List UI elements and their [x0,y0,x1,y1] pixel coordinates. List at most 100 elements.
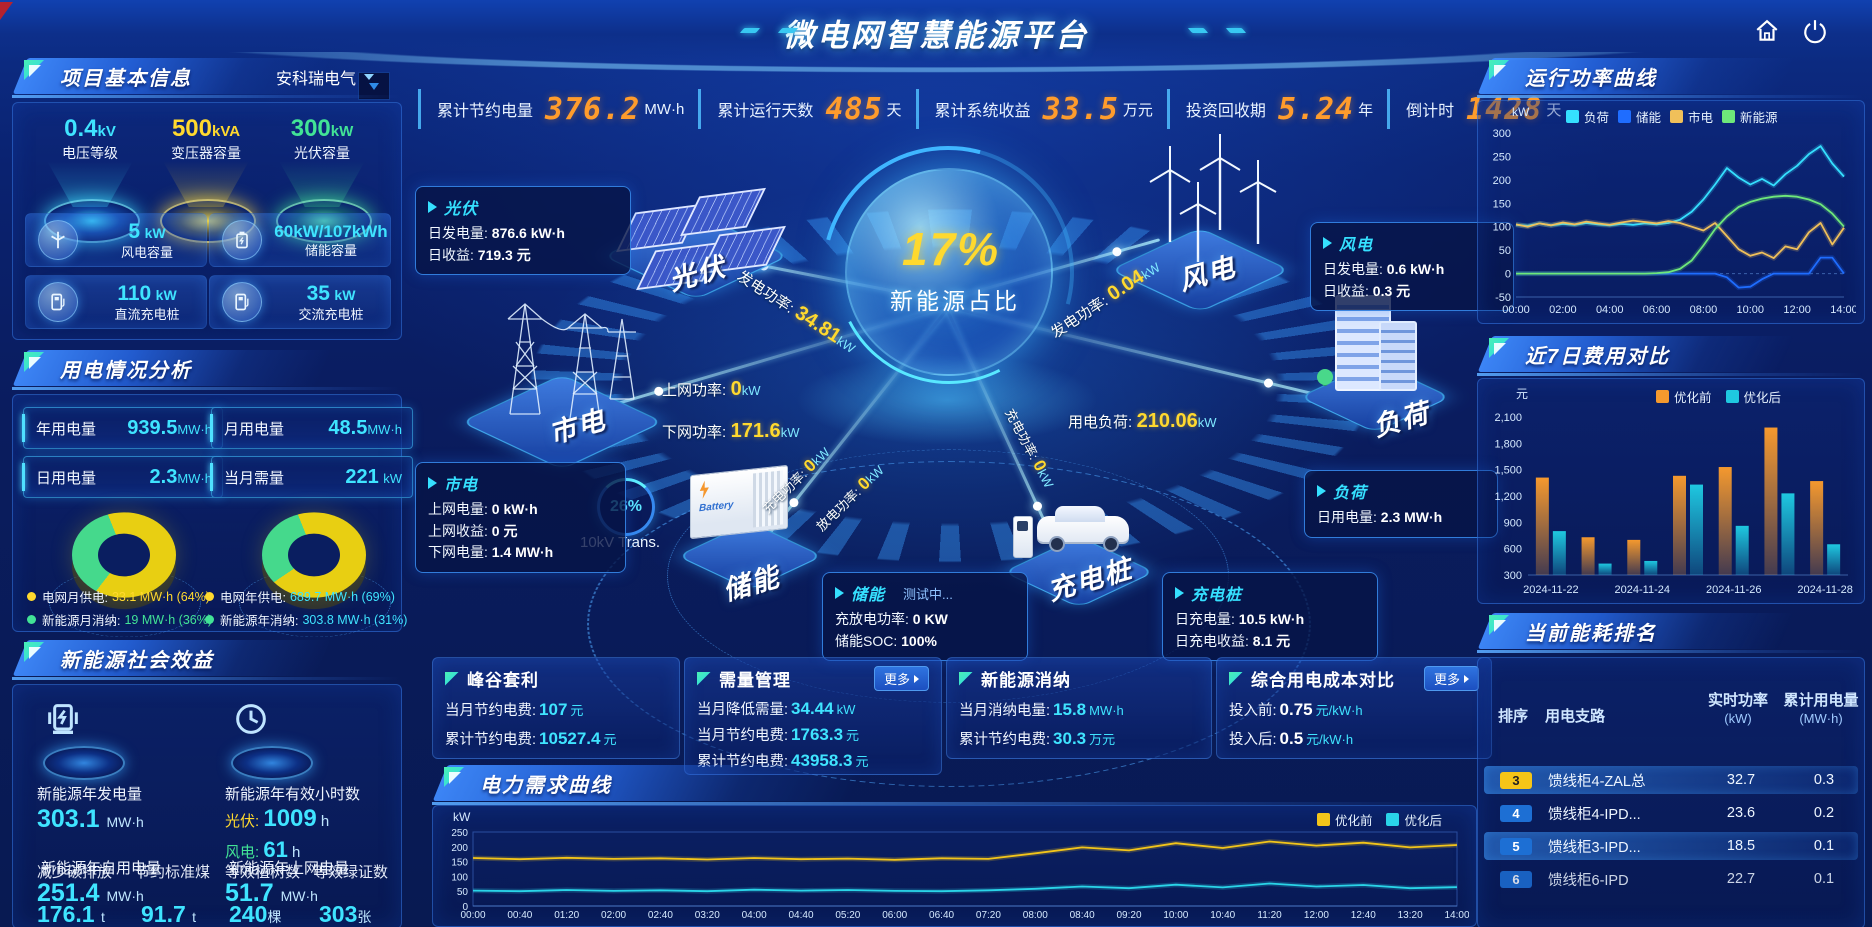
legend-swatch [1618,110,1632,123]
flow-load: 用电负荷: 210.06kW [1068,410,1217,432]
power-panel-header: 运行功率曲线 [1477,56,1863,98]
legend-swatch [1670,110,1684,123]
legend-new-month: 新能源月消纳: 19 MW·h (36%) [27,610,212,629]
pv-capacity-value: 300kW [290,115,354,142]
total-energy: 0.2 [1813,805,1835,821]
power-button[interactable] [1796,12,1834,50]
dc-charger-tile: 110 kW 直流充电桩 [25,275,207,329]
consumption-card: 新能源消纳 当月消纳电量: 15.8 MW·h 累计节约电费: 30.3 万元 [946,657,1212,759]
table-row[interactable]: 6 馈线柜6-IPD 22.7 0.1 [1484,865,1858,893]
panel-title: 新能源社会效益 [60,650,214,672]
svg-text:1,500: 1,500 [1494,465,1522,477]
svg-text:600: 600 [1504,544,1522,556]
col-header-energy: 累计用电量 (MW·h) [1783,692,1859,726]
legend-item: 储能 [1618,107,1661,126]
chevron-right-icon [428,477,437,489]
svg-text:05:20: 05:20 [835,910,860,921]
cost-panel-header: 近7日费用对比 [1477,334,1863,376]
home-button[interactable] [1748,12,1786,50]
svg-text:0: 0 [1505,269,1511,281]
svg-text:11:20: 11:20 [1257,910,1282,921]
svg-text:08:40: 08:40 [1070,910,1095,921]
voltage-level-label: 电压等级 [62,145,118,161]
testing-badge: 测试中... [903,586,953,602]
table-row[interactable]: 4 馈线柜4-IPD... 23.6 0.2 [1484,799,1858,827]
svg-text:10:00: 10:00 [1737,304,1765,316]
company-select-value: 安科瑞电气 [275,71,356,88]
svg-text:12:40: 12:40 [1351,910,1376,921]
svg-text:10:40: 10:40 [1210,910,1235,921]
day-usage-box: 日用电量 2.3MW·h [22,456,223,498]
storage-capacity-tile: 60kW/107kWh 储能容量 [209,213,391,267]
pedestal-disc-blue [231,746,313,780]
self-use-label: 新能源年自用电量 [41,860,162,877]
energy-sphere [845,168,1053,376]
svg-text:02:00: 02:00 [1549,304,1577,316]
svg-text:2024-11-26: 2024-11-26 [1706,584,1761,596]
transmission-towers-icon [507,303,636,420]
demand-panel-body: kW 优化前 优化后 250 200 150 100 50 0 00:00 00:40 01:2… [432,805,1477,927]
y-axis-unit: kW [1512,105,1530,119]
table-row[interactable]: 5 馈线柜3-IPD... 18.5 0.1 [1484,832,1858,860]
usage-panel-header: 用电情况分析 [12,348,400,390]
wind-capacity-tile: 5 kW 风电容量 [25,213,207,267]
legend-item: 优化后 [1725,387,1781,406]
coal-value: 91.7 t [141,901,197,927]
svg-text:12:00: 12:00 [1304,910,1329,921]
kpi-unit: 天 [886,101,902,119]
svg-text:02:40: 02:40 [648,910,673,921]
load-info-box: 负荷 日用电量: 2.3 MW·h [1304,470,1498,538]
svg-text:10:00: 10:00 [1163,910,1188,921]
svg-text:13:20: 13:20 [1398,910,1423,921]
cost-legend: 优化前 优化后 [1656,387,1781,406]
wind-turbines-icon [1149,134,1277,262]
y-axis-unit: 元 [1516,387,1529,401]
rank-badge: 3 [1500,771,1532,789]
gen-value: 303.1 MW·h [37,805,144,833]
legend-swatch [1656,390,1669,403]
svg-text:150: 150 [451,858,468,869]
more-button[interactable]: 更多 [873,666,929,691]
col-header-rank: 排序 [1497,708,1528,726]
legend-swatch [1725,390,1739,403]
feed-in-value: 51.7 MW·h [225,879,318,907]
gen-pedestal [43,699,125,780]
page-title: 微电网智慧能源平台 [783,18,1089,53]
donut-legend: 电网月供电: 33.1 MW·h (64%) 电网年供电: 689.7 MW·h (… [27,587,407,629]
svg-text:08:00: 08:00 [1023,910,1048,921]
peak-valley-card: 峰谷套利 当月节约电费: 107 元 累计节约电费: 10527.4 元 [432,657,680,759]
header-band [0,0,1872,62]
svg-text:1,200: 1,200 [1494,491,1522,503]
power-icon [1804,20,1826,44]
svg-text:300: 300 [1493,128,1511,140]
company-select[interactable]: 安科瑞电气 [276,65,374,89]
card-corner-icon [445,671,459,686]
ranking-table-header: 排序 用电支路 实时功率 (kW) 累计用电量 (MW·h) [1481,692,1861,727]
svg-text:04:40: 04:40 [788,910,813,921]
wind-illustration [1090,120,1291,313]
self-use-value: 251.4 MW·h [37,879,144,907]
grid-illustration [450,280,664,470]
svg-text:00:40: 00:40 [507,910,532,921]
feed-in-label: 新能源年上网电量 [229,860,350,877]
svg-text:00:00: 00:00 [460,910,485,921]
power-legend: 负荷 储能 市电 新能源 [1566,107,1778,126]
svg-text:2024-11-22: 2024-11-22 [1523,584,1578,596]
demand-management-card: 需量管理 更多 当月降低需量: 34.44 kW 当月节约电费: 1763.3 元 累计节… [684,657,942,775]
pedestal-disc-green [276,199,372,243]
realtime-power: 23.6 [1726,805,1756,821]
ac-charger-tile: 35 kW 交流充电桩 [209,275,391,329]
charger-info-box: 充电桩 日充电量: 10.5 kW·h 日充电收益: 8.1 元 [1162,572,1378,662]
charging-pile [1013,516,1033,558]
table-row[interactable]: 3 馈线柜4-ZAL总 32.7 0.3 [1484,766,1858,794]
chevron-right-icon [428,201,437,213]
flow-feed-in: 上网功率: 0kW [662,378,761,400]
trees-label: 等效植树数 [225,864,301,881]
solar-panel [680,187,766,237]
card-corner-icon [1229,671,1243,686]
hours-label: 新能源年有效小时数 [225,786,361,803]
year-energy-donut [262,512,366,598]
legend-grid-year: 电网年供电: 689.7 MW·h (69%) [205,587,395,606]
more-button[interactable]: 更多 [1423,666,1479,691]
